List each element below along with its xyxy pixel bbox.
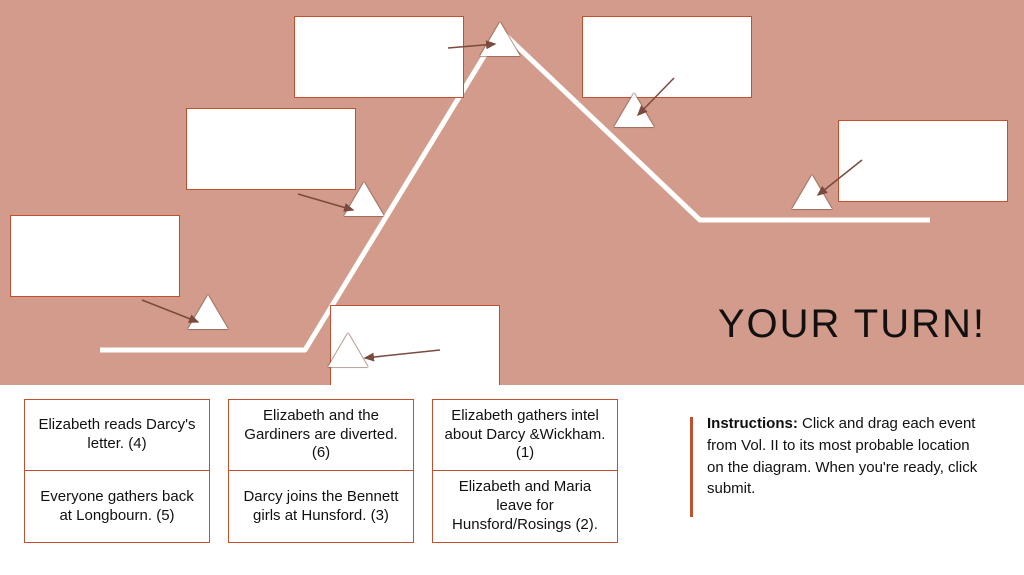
instructions-label: Instructions: — [707, 415, 798, 432]
arrow — [638, 78, 674, 115]
arrow — [365, 350, 440, 358]
arrow — [142, 300, 198, 322]
event-cards-container: Elizabeth reads Darcy's letter. (4)Every… — [24, 399, 618, 543]
event-card[interactable]: Elizabeth and Maria leave for Hunsford/R… — [432, 471, 618, 543]
event-card[interactable]: Elizabeth gathers intel about Darcy &Wic… — [432, 399, 618, 471]
arrow — [448, 44, 495, 48]
event-card[interactable]: Everyone gathers back at Longbourn. (5) — [24, 471, 210, 543]
instructions-accent-bar — [690, 417, 693, 517]
arrow — [298, 194, 353, 210]
instructions-text: Instructions: Click and drag each event … — [707, 413, 990, 500]
plot-diagram-area: YOUR TURN! — [0, 0, 1024, 385]
event-card[interactable]: Darcy joins the Bennett girls at Hunsfor… — [228, 471, 414, 543]
answer-bank-area: Elizabeth reads Darcy's letter. (4)Every… — [0, 385, 1024, 575]
card-column: Elizabeth reads Darcy's letter. (4)Every… — [24, 399, 210, 543]
arrow — [818, 160, 862, 195]
event-card[interactable]: Elizabeth reads Darcy's letter. (4) — [24, 399, 210, 471]
your-turn-heading: YOUR TURN! — [718, 302, 986, 347]
event-card[interactable]: Elizabeth and the Gardiners are diverted… — [228, 399, 414, 471]
card-column: Elizabeth gathers intel about Darcy &Wic… — [432, 399, 618, 543]
card-column: Elizabeth and the Gardiners are diverted… — [228, 399, 414, 543]
instructions-block: Instructions: Click and drag each event … — [690, 413, 990, 517]
